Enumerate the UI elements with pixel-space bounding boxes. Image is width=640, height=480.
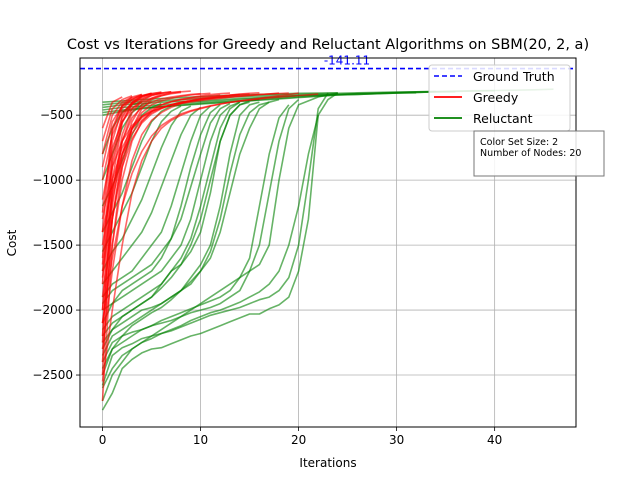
annotation-number-of-nodes: Number of Nodes: 20 (480, 148, 581, 159)
greedy-run-line (101, 91, 162, 265)
y-tick-label: −500 (40, 108, 73, 122)
y-tick-label: −1000 (32, 173, 73, 187)
greedy-run-line (101, 93, 319, 324)
x-axis-label: Iterations (299, 456, 356, 470)
x-tick-label: 20 (291, 433, 306, 447)
legend-ground-truth-label: Ground Truth (473, 69, 555, 84)
legend-reluctant-label: Reluctant (473, 111, 533, 126)
greedy-run-line (101, 94, 143, 213)
y-axis-label: Cost (5, 229, 19, 256)
plot-frame (79, 57, 577, 428)
reluctant-run-line (101, 92, 339, 389)
greedy-run-line (101, 91, 172, 376)
ground-truth-value-label: -141.11 (324, 54, 370, 68)
info-annotation: Color Set Size: 2 Number of Nodes: 20 (473, 130, 605, 177)
greedy-run-line (101, 92, 289, 233)
y-tick-label: −1500 (32, 238, 73, 252)
reluctant-run-line (101, 105, 211, 298)
y-tick-label: −2000 (32, 303, 73, 317)
info-annotation-box (473, 130, 605, 177)
ground-truth-layer: -141.11 (80, 54, 576, 70)
greedy-run-line (101, 96, 123, 129)
greedy-run-line (101, 91, 182, 200)
chart-title: Cost vs Iterations for Greedy and Reluct… (67, 37, 589, 53)
reluctant-run-line (101, 104, 221, 324)
reluctant-run-line (101, 98, 280, 343)
x-tick-label: 40 (487, 433, 502, 447)
x-tick-label: 10 (193, 433, 208, 447)
x-tick-label: 30 (389, 433, 404, 447)
legend-greedy-label: Greedy (473, 90, 519, 105)
reluctant-run-line (101, 101, 250, 337)
legend: Ground Truth Greedy Reluctant (428, 64, 571, 132)
reluctant-run-line (101, 99, 300, 363)
greedy-run-line (101, 94, 133, 142)
reluctant-run-line (101, 115, 319, 411)
annotation-color-set-size: Color Set Size: 2 (480, 137, 558, 148)
y-tick-label: −2500 (32, 368, 73, 382)
reluctant-run-line (101, 92, 329, 386)
axis-ticks: 0 10 20 30 40 −2500 −2000 −1500 −1000 −500 (32, 108, 502, 447)
reluctant-run-line (102, 101, 241, 311)
greedy-run-line (101, 93, 143, 155)
x-tick-label: 0 (99, 433, 107, 447)
reluctant-run-line (101, 101, 270, 356)
reluctant-run-line (101, 102, 231, 305)
reluctant-run-line (101, 104, 290, 369)
